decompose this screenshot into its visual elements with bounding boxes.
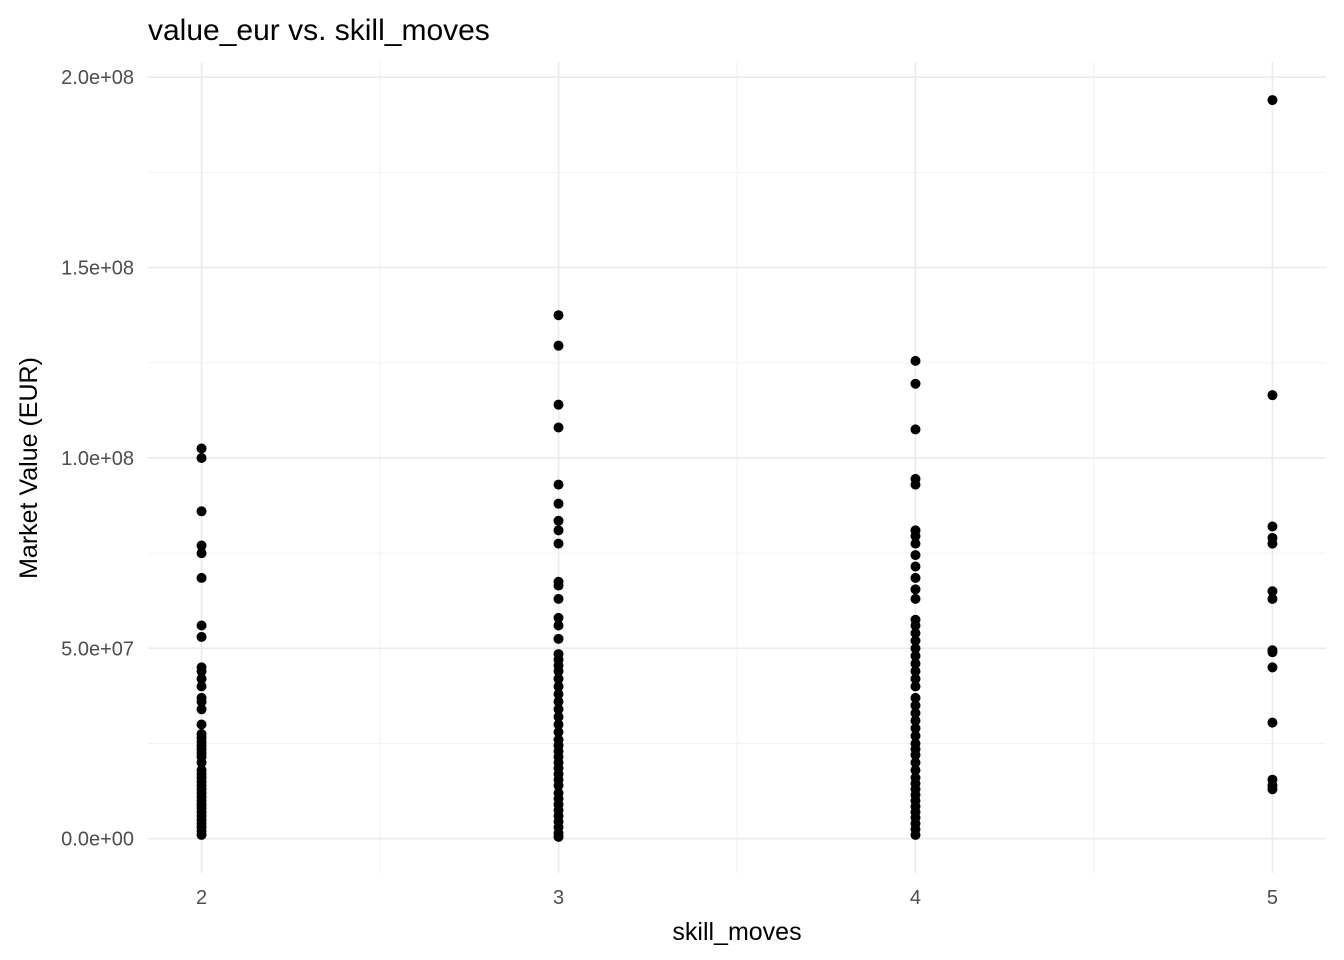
data-point bbox=[910, 643, 921, 654]
data-point bbox=[553, 310, 564, 321]
data-point bbox=[553, 538, 564, 549]
data-point bbox=[196, 540, 207, 551]
data-point bbox=[910, 550, 921, 561]
data-point bbox=[910, 538, 921, 549]
data-point bbox=[910, 650, 921, 661]
data-point bbox=[910, 673, 921, 684]
data-point bbox=[910, 749, 921, 760]
data-point bbox=[910, 424, 921, 435]
data-point bbox=[553, 666, 564, 677]
data-point bbox=[910, 378, 921, 389]
chart-title: value_eur vs. skill_moves bbox=[148, 14, 490, 47]
data-point bbox=[910, 692, 921, 703]
data-point bbox=[196, 572, 207, 583]
data-point bbox=[910, 593, 921, 604]
x-tick-label: 4 bbox=[910, 887, 921, 909]
data-point bbox=[910, 572, 921, 583]
data-point bbox=[553, 780, 564, 791]
data-point bbox=[553, 479, 564, 490]
data-point bbox=[910, 757, 921, 768]
data-point bbox=[196, 443, 207, 454]
data-point bbox=[553, 673, 564, 684]
data-point bbox=[196, 696, 207, 707]
data-point bbox=[910, 681, 921, 692]
data-point bbox=[553, 711, 564, 722]
data-point bbox=[910, 730, 921, 741]
y-tick-label: 1.5e+08 bbox=[61, 258, 134, 280]
data-point bbox=[553, 719, 564, 730]
data-point bbox=[553, 696, 564, 707]
data-point bbox=[1267, 717, 1278, 728]
data-point bbox=[910, 708, 921, 719]
data-point bbox=[910, 531, 921, 542]
y-tick-label: 1.0e+08 bbox=[61, 448, 134, 470]
data-point bbox=[553, 727, 564, 738]
y-tick-label: 2.0e+08 bbox=[61, 67, 134, 89]
data-point bbox=[1267, 538, 1278, 549]
data-point bbox=[910, 658, 921, 669]
data-point bbox=[196, 666, 207, 677]
data-point bbox=[910, 561, 921, 572]
data-point bbox=[553, 525, 564, 536]
data-point bbox=[553, 580, 564, 591]
data-point bbox=[910, 700, 921, 711]
x-axis-tick-labels: 2 3 4 5 bbox=[196, 887, 1278, 909]
data-point bbox=[196, 757, 207, 768]
data-points bbox=[196, 95, 1278, 842]
data-point bbox=[1267, 521, 1278, 532]
data-point bbox=[553, 593, 564, 604]
minor-gridlines bbox=[148, 62, 1326, 873]
data-point bbox=[910, 765, 921, 776]
data-point bbox=[910, 628, 921, 639]
data-point bbox=[196, 719, 207, 730]
data-point bbox=[553, 340, 564, 351]
data-point bbox=[910, 666, 921, 677]
data-point bbox=[910, 635, 921, 646]
data-point bbox=[553, 620, 564, 631]
y-axis-title: Market Value (EUR) bbox=[15, 357, 43, 579]
data-point bbox=[196, 620, 207, 631]
data-point bbox=[553, 422, 564, 433]
data-point bbox=[1267, 647, 1278, 658]
data-point bbox=[910, 723, 921, 734]
data-point bbox=[196, 548, 207, 559]
data-point bbox=[553, 612, 564, 623]
data-point bbox=[553, 689, 564, 700]
data-point bbox=[1267, 95, 1278, 106]
data-point bbox=[196, 506, 207, 517]
data-point bbox=[1267, 784, 1278, 795]
x-axis-title: skill_moves bbox=[672, 918, 801, 946]
data-point bbox=[553, 399, 564, 410]
data-point bbox=[553, 681, 564, 692]
data-point bbox=[1267, 390, 1278, 401]
data-point bbox=[910, 715, 921, 726]
y-tick-label: 0.0e+00 bbox=[61, 829, 134, 851]
data-point bbox=[196, 631, 207, 642]
x-tick-label: 3 bbox=[553, 887, 564, 909]
x-tick-label: 5 bbox=[1267, 887, 1278, 909]
data-point bbox=[1267, 662, 1278, 673]
data-point bbox=[553, 704, 564, 715]
data-point bbox=[910, 829, 921, 840]
data-point bbox=[910, 584, 921, 595]
data-point bbox=[1267, 586, 1278, 597]
data-point bbox=[196, 681, 207, 692]
data-point bbox=[910, 479, 921, 490]
data-point bbox=[553, 633, 564, 644]
data-point bbox=[910, 620, 921, 631]
data-point bbox=[553, 498, 564, 509]
y-tick-label: 5.0e+07 bbox=[61, 638, 134, 660]
data-point bbox=[553, 515, 564, 526]
data-point bbox=[196, 704, 207, 715]
data-point bbox=[1267, 593, 1278, 604]
data-point bbox=[196, 829, 207, 840]
data-point bbox=[196, 452, 207, 463]
x-tick-label: 2 bbox=[196, 887, 207, 909]
data-point bbox=[196, 673, 207, 684]
y-axis-tick-labels: 0.0e+00 5.0e+07 1.0e+08 1.5e+08 2.0e+08 bbox=[61, 67, 134, 851]
data-point bbox=[910, 355, 921, 366]
data-point bbox=[553, 831, 564, 842]
